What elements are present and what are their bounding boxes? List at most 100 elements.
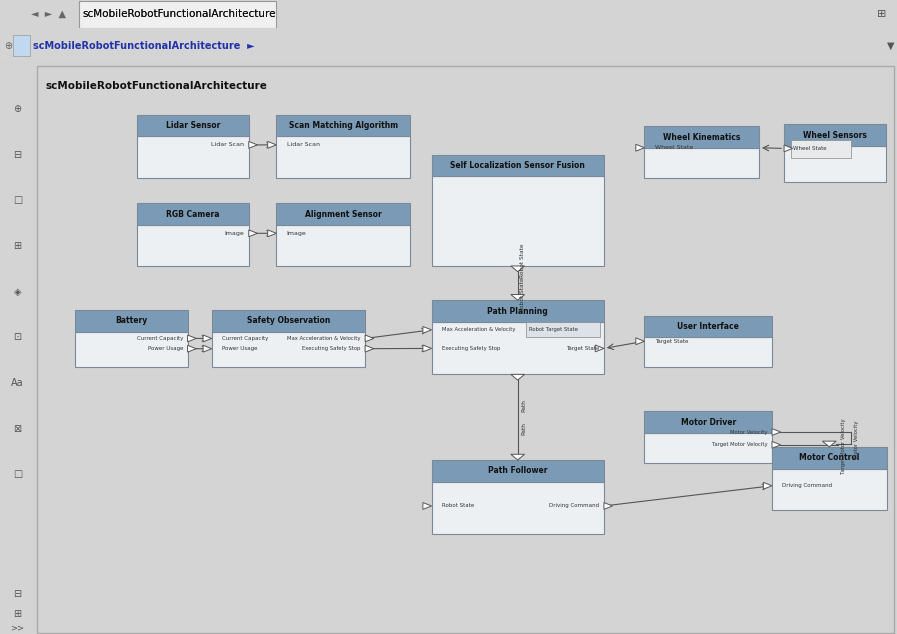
FancyBboxPatch shape [431,460,604,482]
Text: Self Localization Sensor Fusion: Self Localization Sensor Fusion [450,161,585,170]
Text: Alignment Sensor: Alignment Sensor [305,210,381,219]
Polygon shape [422,503,431,509]
Text: Battery: Battery [116,316,148,325]
FancyBboxPatch shape [75,310,187,332]
Polygon shape [510,266,525,272]
FancyBboxPatch shape [791,141,851,158]
FancyBboxPatch shape [644,148,759,178]
Text: Executing Safety Stop: Executing Safety Stop [442,346,501,351]
Text: Aa: Aa [11,378,24,388]
Polygon shape [422,327,431,333]
Polygon shape [248,141,257,148]
FancyBboxPatch shape [784,146,886,181]
Text: ▼: ▼ [887,41,894,51]
Text: Wheel State: Wheel State [793,146,826,152]
Text: ⊞: ⊞ [877,9,886,19]
FancyBboxPatch shape [276,136,410,178]
Polygon shape [510,295,525,301]
Text: ⊕: ⊕ [4,41,13,51]
Text: Path: Path [521,422,527,435]
FancyBboxPatch shape [644,316,772,337]
Text: Target State: Target State [655,339,688,344]
FancyBboxPatch shape [431,301,604,322]
Text: >>: >> [11,624,24,633]
FancyBboxPatch shape [431,322,604,374]
Polygon shape [267,230,276,236]
Text: Motor Velocity: Motor Velocity [855,421,859,458]
Text: Power Usage: Power Usage [148,346,183,351]
Text: Robot Target State: Robot Target State [529,327,578,332]
FancyBboxPatch shape [644,337,772,367]
Text: Target Motor Velocity: Target Motor Velocity [712,443,768,448]
FancyBboxPatch shape [136,115,248,136]
Text: Motor Control: Motor Control [799,453,859,462]
Text: Path: Path [521,399,527,412]
Text: Robot State: Robot State [442,503,475,508]
Text: ⊞: ⊞ [13,609,22,619]
FancyBboxPatch shape [772,469,886,510]
Text: scMobileRobotFunctionalArchitecture: scMobileRobotFunctionalArchitecture [46,81,267,91]
Text: Lidar Sensor: Lidar Sensor [166,121,220,130]
Text: Robot State: Robot State [520,277,526,312]
FancyBboxPatch shape [431,155,604,176]
Text: Executing Safety Stop: Executing Safety Stop [302,346,361,351]
Polygon shape [187,346,196,352]
Polygon shape [823,441,836,447]
Text: Path Planning: Path Planning [487,307,548,316]
FancyBboxPatch shape [784,124,886,146]
FancyBboxPatch shape [136,136,248,178]
Text: RGB Camera: RGB Camera [166,210,220,219]
Text: □: □ [13,469,22,479]
FancyBboxPatch shape [212,332,365,367]
Text: ⊠: ⊠ [13,424,22,434]
FancyBboxPatch shape [431,176,604,266]
Polygon shape [636,145,644,151]
Text: ⊕: ⊕ [13,104,22,114]
Text: □: □ [13,195,22,205]
Text: Max Acceleration & Velocity: Max Acceleration & Velocity [287,336,361,341]
Text: scMobileRobotFunctionalArchitecture: scMobileRobotFunctionalArchitecture [83,9,276,19]
FancyBboxPatch shape [136,225,248,266]
Text: Max Acceleration & Velocity: Max Acceleration & Velocity [442,327,516,332]
Text: Image: Image [225,231,245,236]
FancyBboxPatch shape [212,310,365,332]
FancyBboxPatch shape [13,35,30,56]
Polygon shape [203,346,212,352]
Text: Path Follower: Path Follower [488,467,547,476]
Text: Target Motor Velocity: Target Motor Velocity [841,418,847,474]
Polygon shape [187,335,196,342]
Polygon shape [784,145,793,152]
Polygon shape [604,503,613,509]
Text: Current Capacity: Current Capacity [222,336,268,341]
FancyBboxPatch shape [75,332,187,367]
Text: Image: Image [287,231,307,236]
Polygon shape [772,441,780,448]
FancyBboxPatch shape [644,433,772,463]
FancyBboxPatch shape [772,447,886,469]
Polygon shape [636,338,644,345]
Text: ◄  ►  ▲: ◄ ► ▲ [31,9,66,19]
Text: ⊟: ⊟ [13,150,22,160]
Text: scMobileRobotFunctionalArchitecture: scMobileRobotFunctionalArchitecture [83,9,276,19]
Text: Lidar Scan: Lidar Scan [287,143,319,147]
FancyBboxPatch shape [431,482,604,534]
Text: Safety Observation: Safety Observation [247,316,330,325]
Text: Motor Driver: Motor Driver [681,418,736,427]
FancyBboxPatch shape [79,1,276,28]
Polygon shape [365,346,374,352]
Polygon shape [422,345,431,352]
Text: Current Capacity: Current Capacity [137,336,183,341]
Text: Robot State: Robot State [520,243,526,278]
Text: Wheel Kinematics: Wheel Kinematics [663,133,740,141]
Text: Target State: Target State [566,346,599,351]
FancyBboxPatch shape [276,225,410,266]
FancyBboxPatch shape [276,115,410,136]
Text: Driving Command: Driving Command [550,503,599,508]
Text: Wheel State: Wheel State [655,145,693,150]
Polygon shape [510,454,525,460]
Polygon shape [772,429,780,436]
FancyBboxPatch shape [644,411,772,433]
Polygon shape [267,141,276,148]
FancyBboxPatch shape [644,126,759,148]
Text: Scan Matching Algorithm: Scan Matching Algorithm [289,121,397,130]
